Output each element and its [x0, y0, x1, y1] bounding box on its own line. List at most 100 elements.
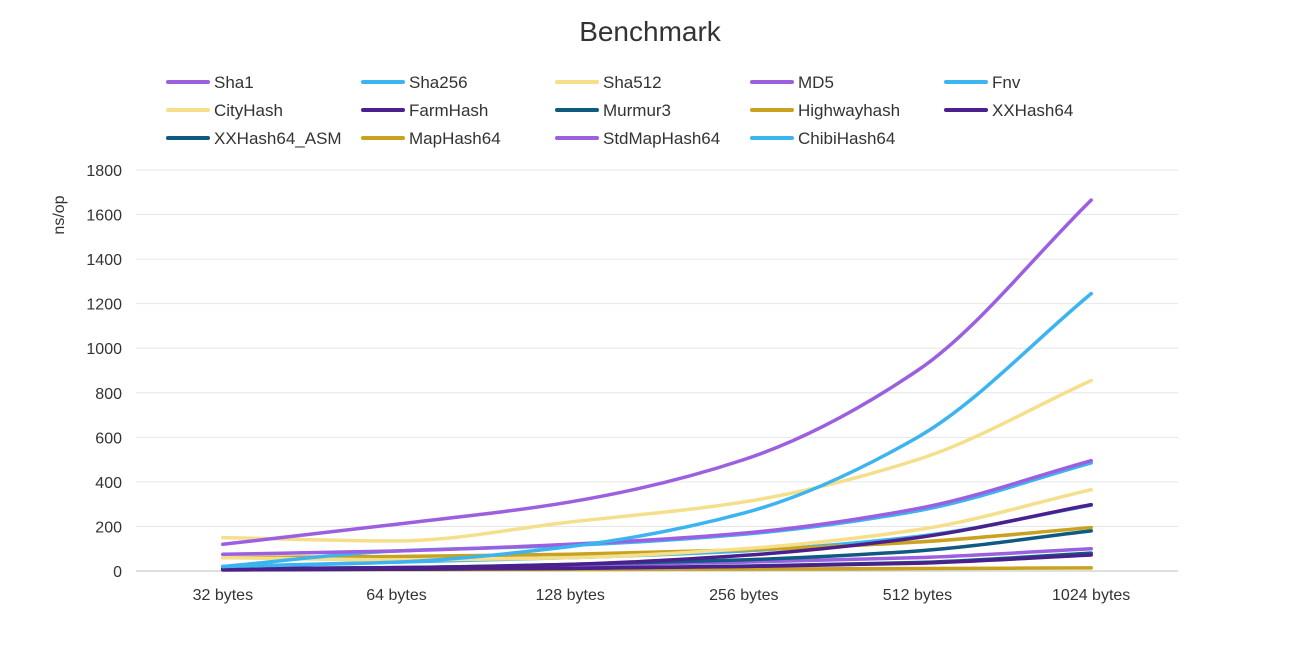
legend-label: Sha1 [214, 73, 254, 92]
data-point [742, 531, 746, 535]
y-tick-label: 400 [95, 475, 122, 492]
x-axis-ticks: 32 bytes 64 bytes 128 bytes 256 bytes 512 by… [193, 587, 1131, 604]
x-tick-label: 256 bytes [709, 587, 778, 604]
data-point [568, 562, 572, 566]
legend-label: Sha256 [409, 73, 468, 92]
data-point [915, 535, 920, 540]
x-tick-label: 512 bytes [883, 587, 952, 604]
legend-item-xxhash64-asm[interactable]: XXHash64_ASM [166, 129, 342, 148]
data-point [568, 544, 572, 549]
legend-item-cityhash[interactable]: CityHash [166, 101, 283, 120]
series-line-farmhash [221, 502, 1093, 571]
data-point [568, 552, 572, 556]
y-tick-label: 800 [95, 386, 122, 403]
legend-item-chibihash64[interactable]: ChibiHash64 [750, 129, 895, 148]
data-point [1089, 488, 1093, 492]
data-point [915, 368, 920, 373]
data-point [1089, 503, 1093, 507]
legend-item-sha1[interactable]: Sha1 [166, 73, 254, 92]
x-tick-label: 32 bytes [193, 587, 253, 604]
legend-item-farmhash[interactable]: FarmHash [361, 101, 488, 120]
data-point [915, 566, 920, 571]
data-point [1089, 292, 1093, 296]
y-tick-label: 0 [113, 564, 122, 581]
legend-item-fnv[interactable]: Fnv [944, 73, 1021, 92]
data-point [1089, 378, 1093, 383]
legend-label: StdMapHash64 [603, 129, 720, 148]
legend-label: MapHash64 [409, 129, 501, 148]
data-point [1089, 553, 1093, 557]
data-point [742, 553, 746, 558]
data-point [742, 547, 746, 551]
data-point [742, 511, 746, 515]
legend-label: Highwayhash [798, 101, 900, 120]
y-axis-label: ns/op [51, 195, 68, 234]
legend-item-maphash64[interactable]: MapHash64 [361, 129, 501, 148]
data-point [1089, 459, 1093, 463]
series-line-sha256 [221, 291, 1093, 569]
legend-item-highwayhash[interactable]: Highwayhash [750, 101, 900, 120]
x-tick-label: 1024 bytes [1052, 587, 1130, 604]
data-point [568, 566, 572, 570]
data-point [915, 507, 920, 511]
series-line-cityhash [221, 487, 1093, 562]
y-tick-label: 1800 [86, 163, 122, 180]
x-tick-label: 64 bytes [366, 587, 426, 604]
data-point [568, 556, 572, 560]
legend: Sha1 Sha256 Sha512 MD5 Fnv CityHash FarmHash Mu… [166, 73, 1073, 148]
series-sha1 [221, 198, 1093, 547]
data-point [568, 520, 572, 524]
legend-label: Fnv [992, 73, 1021, 92]
data-point [1089, 529, 1093, 533]
data-point [915, 556, 920, 560]
data-point [915, 540, 920, 544]
y-tick-label: 600 [95, 430, 122, 447]
series-md5 [221, 458, 1093, 557]
data-point [394, 560, 399, 564]
legend-label: MD5 [798, 73, 834, 92]
legend-label: FarmHash [409, 101, 488, 120]
data-point [394, 554, 399, 559]
y-tick-label: 1600 [86, 208, 122, 225]
data-point [1089, 525, 1093, 530]
data-point [915, 435, 920, 439]
data-point [568, 500, 572, 504]
legend-label: XXHash64_ASM [214, 129, 342, 148]
data-point [221, 564, 225, 569]
legend-item-xxhash64[interactable]: XXHash64 [944, 101, 1073, 120]
legend-item-stdmaphash64[interactable]: StdMapHash64 [555, 129, 720, 148]
series-cityhash [221, 487, 1093, 562]
data-point [394, 549, 399, 553]
data-point [742, 500, 746, 504]
series-sha256 [221, 291, 1093, 569]
legend-label: Murmur3 [603, 101, 671, 120]
legend-item-murmur3[interactable]: Murmur3 [555, 101, 671, 120]
data-point [221, 535, 225, 540]
data-point [742, 558, 746, 562]
y-tick-label: 1400 [86, 252, 122, 269]
legend-label: Sha512 [603, 73, 662, 92]
legend-label: XXHash64 [992, 101, 1073, 120]
x-tick-label: 128 bytes [535, 587, 604, 604]
legend-item-sha512[interactable]: Sha512 [555, 73, 662, 92]
series-line-sha1 [221, 198, 1093, 547]
chart-title: Benchmark [579, 16, 722, 47]
data-point [394, 566, 399, 570]
legend-item-sha256[interactable]: Sha256 [361, 73, 468, 92]
grid-lines [136, 169, 1178, 572]
data-point [915, 528, 920, 532]
legend-label: ChibiHash64 [798, 129, 895, 148]
series-line-sha512 [221, 378, 1093, 543]
data-point [221, 556, 225, 560]
data-point [1089, 198, 1093, 202]
legend-item-md5[interactable]: MD5 [750, 73, 834, 92]
data-point [394, 539, 399, 543]
y-tick-label: 200 [95, 519, 122, 536]
data-point [394, 522, 399, 526]
series-line-highwayhash [221, 525, 1093, 560]
legend-label: CityHash [214, 101, 283, 120]
series-sha512 [221, 378, 1093, 543]
data-point [742, 564, 746, 569]
